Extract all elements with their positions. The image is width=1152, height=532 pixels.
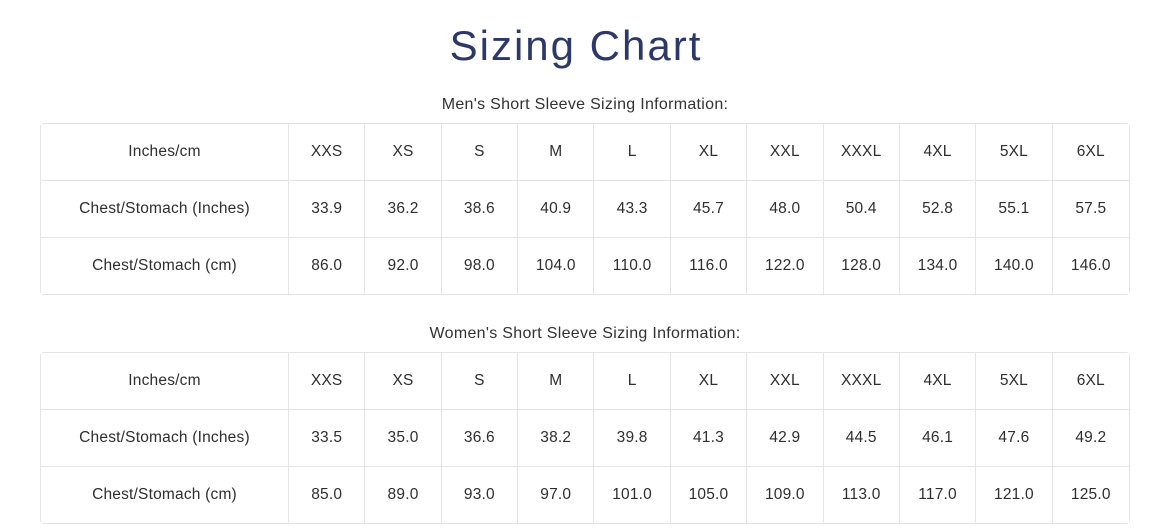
value-cell: 121.0 bbox=[976, 467, 1053, 524]
value-cell: 140.0 bbox=[976, 238, 1053, 295]
value-cell: 33.9 bbox=[289, 181, 366, 239]
size-header-cell: XXXL bbox=[823, 353, 900, 411]
value-cell: 39.8 bbox=[594, 410, 671, 468]
size-header-cell: 4XL bbox=[899, 353, 977, 411]
value-cell: 48.0 bbox=[747, 181, 824, 239]
row-label-cell: Chest/Stomach (cm) bbox=[41, 467, 289, 524]
size-header-cell: XXXL bbox=[823, 124, 900, 182]
sizing-table-section-1: Women's Short Sleeve Sizing Information:… bbox=[0, 325, 1152, 525]
value-cell: 33.5 bbox=[289, 410, 366, 468]
value-cell: 97.0 bbox=[518, 467, 595, 524]
table-header: Inches/cm XXS XS S M L XL XXL XXXL 4XL 5XL 6XL bbox=[41, 124, 1129, 182]
value-cell: 85.0 bbox=[289, 467, 366, 524]
size-header-cell: XS bbox=[365, 353, 442, 411]
table-body: Chest/Stomach (Inches) 33.5 35.0 36.6 38.2 39… bbox=[41, 410, 1129, 524]
value-cell: 47.6 bbox=[976, 410, 1053, 468]
table-header-row: Inches/cm XXS XS S M L XL XXL XXXL 4XL 5XL 6XL bbox=[41, 353, 1129, 411]
value-cell: 43.3 bbox=[594, 181, 671, 239]
page-title: Sizing Chart bbox=[449, 22, 703, 69]
size-header-cell: 5XL bbox=[976, 124, 1053, 182]
value-cell: 116.0 bbox=[670, 238, 748, 295]
sizing-table-section-0: Men's Short Sleeve Sizing Information: In… bbox=[0, 96, 1152, 296]
value-cell: 86.0 bbox=[289, 238, 366, 295]
value-cell: 52.8 bbox=[899, 181, 977, 239]
value-cell: 98.0 bbox=[441, 238, 519, 295]
value-cell: 36.6 bbox=[441, 410, 519, 468]
value-cell: 57.5 bbox=[1052, 181, 1129, 239]
size-header-cell: XXL bbox=[747, 353, 824, 411]
value-cell: 38.2 bbox=[518, 410, 595, 468]
table-row: Chest/Stomach (Inches) 33.9 36.2 38.6 40.9 43… bbox=[41, 181, 1129, 239]
table-row: Chest/Stomach (cm) 86.0 92.0 98.0 104.0 110.0… bbox=[41, 238, 1129, 295]
value-cell: 45.7 bbox=[670, 181, 748, 239]
value-cell: 117.0 bbox=[899, 467, 977, 524]
size-header-cell: XL bbox=[670, 353, 748, 411]
size-header-cell: 6XL bbox=[1052, 124, 1129, 182]
value-cell: 125.0 bbox=[1052, 467, 1129, 524]
size-header-cell: XXL bbox=[747, 124, 824, 182]
value-cell: 49.2 bbox=[1052, 410, 1129, 468]
value-cell: 128.0 bbox=[823, 238, 900, 295]
size-header-cell: M bbox=[518, 353, 595, 411]
size-header-cell: L bbox=[594, 124, 671, 182]
row-label-cell: Chest/Stomach (Inches) bbox=[41, 181, 289, 239]
size-header-cell: S bbox=[441, 353, 519, 411]
size-header-cell: XS bbox=[365, 124, 442, 182]
table-row: Chest/Stomach (Inches) 33.5 35.0 36.6 38.2 39… bbox=[41, 410, 1129, 468]
value-cell: 134.0 bbox=[899, 238, 977, 295]
size-header-cell: 5XL bbox=[976, 353, 1053, 411]
size-header-cell: XL bbox=[670, 124, 748, 182]
value-cell: 46.1 bbox=[899, 410, 977, 468]
size-header-cell: XXS bbox=[289, 353, 366, 411]
row-label-cell: Chest/Stomach (Inches) bbox=[41, 410, 289, 468]
value-cell: 146.0 bbox=[1052, 238, 1129, 295]
value-cell: 122.0 bbox=[747, 238, 824, 295]
size-header-cell: L bbox=[594, 353, 671, 411]
table-header-row: Inches/cm XXS XS S M L XL XXL XXXL 4XL 5XL 6XL bbox=[41, 124, 1129, 182]
sizing-table: Inches/cm XXS XS S M L XL XXL XXXL 4XL 5XL 6XL Chest… bbox=[40, 123, 1130, 296]
tables-container: Men's Short Sleeve Sizing Information: In… bbox=[0, 96, 1152, 525]
value-cell: 35.0 bbox=[365, 410, 442, 468]
value-cell: 113.0 bbox=[823, 467, 900, 524]
value-cell: 50.4 bbox=[823, 181, 900, 239]
units-header-cell: Inches/cm bbox=[41, 124, 289, 182]
value-cell: 101.0 bbox=[594, 467, 671, 524]
value-cell: 93.0 bbox=[441, 467, 519, 524]
value-cell: 36.2 bbox=[365, 181, 442, 239]
value-cell: 41.3 bbox=[670, 410, 748, 468]
value-cell: 109.0 bbox=[747, 467, 824, 524]
size-header-cell: 4XL bbox=[899, 124, 977, 182]
value-cell: 89.0 bbox=[365, 467, 442, 524]
value-cell: 42.9 bbox=[747, 410, 824, 468]
value-cell: 92.0 bbox=[365, 238, 442, 295]
row-label-cell: Chest/Stomach (cm) bbox=[41, 238, 289, 295]
size-header-cell: XXS bbox=[289, 124, 366, 182]
table-header: Inches/cm XXS XS S M L XL XXL XXXL 4XL 5XL 6XL bbox=[41, 353, 1129, 411]
table-caption: Women's Short Sleeve Sizing Information: bbox=[429, 325, 741, 343]
sizing-table: Inches/cm XXS XS S M L XL XXL XXXL 4XL 5XL 6XL Chest… bbox=[40, 352, 1130, 525]
size-header-cell: S bbox=[441, 124, 519, 182]
table-body: Chest/Stomach (Inches) 33.9 36.2 38.6 40.9 43… bbox=[41, 181, 1129, 295]
size-header-cell: 6XL bbox=[1052, 353, 1129, 411]
value-cell: 38.6 bbox=[441, 181, 519, 239]
table-row: Chest/Stomach (cm) 85.0 89.0 93.0 97.0 101.0 1… bbox=[41, 467, 1129, 524]
units-header-cell: Inches/cm bbox=[41, 353, 289, 411]
size-header-cell: M bbox=[518, 124, 595, 182]
table-caption: Men's Short Sleeve Sizing Information: bbox=[441, 96, 729, 114]
value-cell: 44.5 bbox=[823, 410, 900, 468]
value-cell: 104.0 bbox=[518, 238, 595, 295]
value-cell: 105.0 bbox=[670, 467, 748, 524]
value-cell: 40.9 bbox=[518, 181, 595, 239]
value-cell: 55.1 bbox=[976, 181, 1053, 239]
value-cell: 110.0 bbox=[594, 238, 671, 295]
